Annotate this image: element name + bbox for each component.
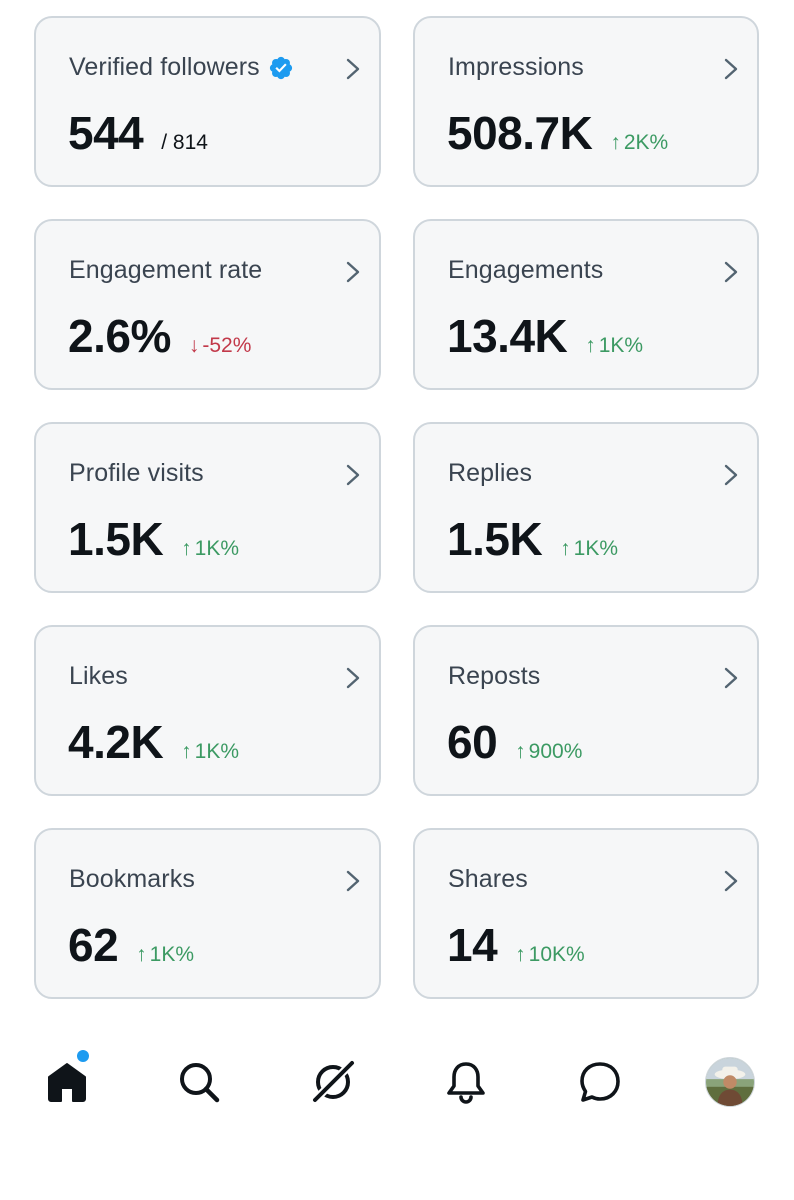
arrow-up-icon: ↑: [515, 943, 526, 966]
metric-delta: ↑ 10K%: [515, 943, 585, 967]
metric-delta: ↑ 2K%: [610, 131, 668, 155]
card-reposts[interactable]: Reposts 60 ↑ 900%: [413, 625, 759, 796]
delta-value: -52%: [202, 334, 252, 357]
nav-notifications[interactable]: [438, 1040, 494, 1124]
chevron-right-icon: [346, 58, 360, 80]
metric-delta: ↑ 1K%: [136, 943, 194, 967]
nav-search[interactable]: [171, 1040, 227, 1124]
chevron-right-icon: [724, 261, 738, 283]
home-icon: [48, 1063, 86, 1102]
chevron-right-icon: [346, 261, 360, 283]
chevron-right-icon: [346, 667, 360, 689]
verified-badge-icon: [269, 56, 292, 79]
notification-dot: [77, 1050, 89, 1062]
delta-value: 10K%: [528, 943, 585, 966]
card-replies[interactable]: Replies 1.5K ↑ 1K%: [413, 422, 759, 593]
card-impressions[interactable]: Impressions 508.7K ↑ 2K%: [413, 16, 759, 187]
arrow-up-icon: ↑: [560, 537, 571, 560]
delta-value: 1K%: [194, 537, 240, 560]
card-label: Profile visits: [69, 459, 204, 487]
metric-total: / 814: [161, 131, 208, 154]
grok-icon: [312, 1061, 354, 1103]
arrow-up-icon: ↑: [181, 740, 192, 763]
card-label: Likes: [69, 662, 128, 690]
metric-value: 62: [68, 919, 119, 971]
delta-value: 2K%: [623, 131, 669, 154]
card-label: Shares: [448, 865, 528, 893]
card-label: Engagements: [448, 256, 604, 284]
search-icon: [180, 1063, 220, 1103]
bottom-nav: [0, 1040, 794, 1124]
card-bookmarks[interactable]: Bookmarks 62 ↑ 1K%: [34, 828, 381, 999]
chevron-right-icon: [724, 870, 738, 892]
arrow-down-icon: ↓: [188, 334, 200, 357]
metrics-grid: Verified followers 544 / 814 Impressions…: [34, 16, 759, 999]
arrow-up-icon: ↑: [585, 334, 596, 357]
delta-value: 1K%: [149, 943, 195, 966]
delta-value: 1K%: [573, 537, 619, 560]
card-label: Verified followers: [69, 53, 260, 81]
metric-value: 2.6%: [68, 310, 171, 362]
metric-value: 4.2K: [68, 716, 164, 768]
nav-messages[interactable]: [572, 1040, 628, 1124]
messages-icon: [580, 1062, 620, 1102]
metric-delta: ↑ 1K%: [181, 740, 239, 764]
card-label: Reposts: [448, 662, 541, 690]
nav-grok[interactable]: [305, 1040, 361, 1124]
metric-value: 1.5K: [447, 513, 543, 565]
metric-value: 14: [447, 919, 498, 971]
chevron-right-icon: [346, 870, 360, 892]
card-engagement-rate[interactable]: Engagement rate 2.6% ↓ -52%: [34, 219, 381, 390]
chevron-right-icon: [724, 464, 738, 486]
metric-value: 60: [447, 716, 498, 768]
card-shares[interactable]: Shares 14 ↑ 10K%: [413, 828, 759, 999]
card-label: Impressions: [448, 53, 584, 81]
chevron-right-icon: [346, 464, 360, 486]
arrow-up-icon: ↑: [136, 943, 147, 966]
metric-value: 544: [68, 107, 144, 159]
metric-value: 508.7K: [447, 107, 593, 159]
metric-value: 13.4K: [447, 310, 568, 362]
card-likes[interactable]: Likes 4.2K ↑ 1K%: [34, 625, 381, 796]
metric-delta: ↑ 1K%: [560, 537, 618, 561]
metric-value: 1.5K: [68, 513, 164, 565]
nav-profile[interactable]: [702, 1040, 758, 1124]
avatar-image: [706, 1058, 754, 1106]
card-engagements[interactable]: Engagements 13.4K ↑ 1K%: [413, 219, 759, 390]
metric-delta: ↑ 1K%: [181, 537, 239, 561]
metric-delta: ↑ 1K%: [585, 334, 643, 358]
card-verified-followers[interactable]: Verified followers 544 / 814: [34, 16, 381, 187]
delta-value: 1K%: [598, 334, 644, 357]
card-profile-visits[interactable]: Profile visits 1.5K ↑ 1K%: [34, 422, 381, 593]
arrow-up-icon: ↑: [610, 131, 621, 154]
card-label: Replies: [448, 459, 533, 487]
card-label: Engagement rate: [69, 256, 263, 284]
delta-value: 900%: [528, 740, 583, 763]
metric-delta: ↑ 900%: [515, 740, 582, 764]
metric-delta: ↓ -52%: [189, 334, 252, 358]
arrow-up-icon: ↑: [515, 740, 526, 763]
chevron-right-icon: [724, 667, 738, 689]
profile-avatar: [705, 1057, 755, 1107]
nav-home[interactable]: [39, 1040, 95, 1124]
arrow-up-icon: ↑: [181, 537, 192, 560]
notifications-icon: [447, 1062, 485, 1104]
chevron-right-icon: [724, 58, 738, 80]
card-label: Bookmarks: [69, 865, 195, 893]
delta-value: 1K%: [194, 740, 240, 763]
